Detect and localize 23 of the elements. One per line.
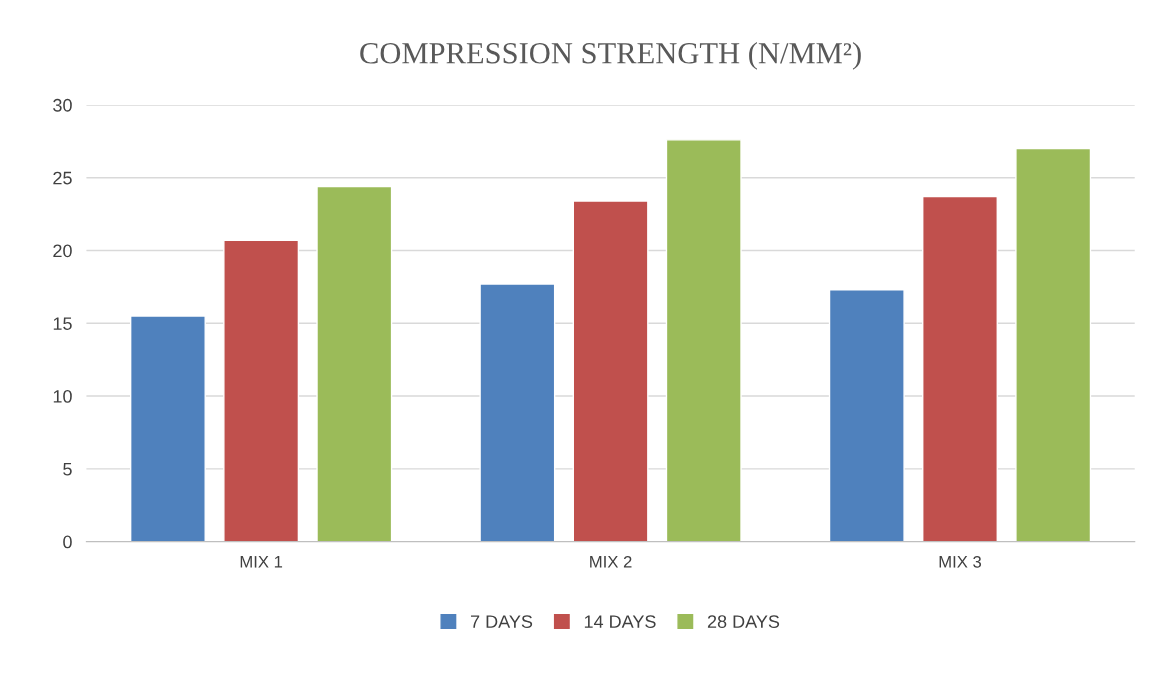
legend-label: 7 DAYS bbox=[470, 615, 533, 628]
bar bbox=[572, 200, 649, 542]
bar bbox=[665, 139, 742, 542]
y-tick-label: 25 bbox=[53, 171, 72, 185]
y-tick-label: 15 bbox=[53, 317, 72, 330]
bar bbox=[223, 239, 300, 542]
chart-title: COMPRESSION STRENGTH (N/MM²) bbox=[360, 42, 861, 70]
bar bbox=[922, 195, 998, 542]
x-tick-label: MIX 3 bbox=[939, 555, 982, 568]
legend-label: 28 DAYS bbox=[707, 615, 780, 628]
y-tick-label: 30 bbox=[53, 98, 72, 112]
bar bbox=[316, 185, 393, 542]
y-tick-label: 5 bbox=[63, 462, 72, 476]
bar bbox=[129, 315, 206, 542]
y-tick-label: 10 bbox=[53, 389, 72, 403]
legend-label: 14 DAYS bbox=[584, 615, 656, 628]
bar bbox=[479, 283, 556, 542]
x-tick-label: MIX 2 bbox=[590, 555, 632, 568]
y-tick-label: 20 bbox=[53, 244, 72, 258]
y-tick-label: 0 bbox=[63, 535, 72, 549]
bar bbox=[1015, 147, 1092, 542]
x-tick-label: MIX 1 bbox=[240, 556, 283, 568]
bar bbox=[828, 289, 905, 542]
